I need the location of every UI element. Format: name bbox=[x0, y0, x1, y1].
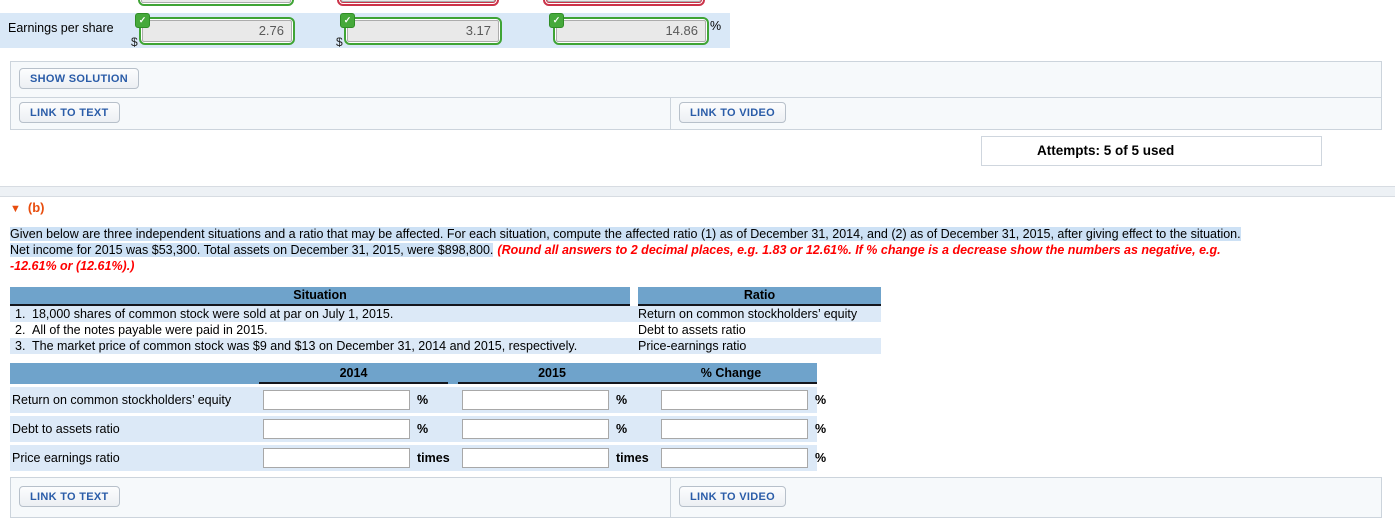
dollar-prefix: $ bbox=[336, 35, 343, 49]
link-to-text-cell: LINK TO TEXT bbox=[11, 98, 671, 129]
unit-suffix: % bbox=[815, 422, 827, 436]
link-to-video-button[interactable]: LINK TO VIDEO bbox=[679, 102, 786, 123]
roe-2015-input[interactable] bbox=[462, 390, 609, 410]
part-a-actions-panel: SHOW SOLUTION LINK TO TEXT LINK TO VIDEO bbox=[10, 61, 1382, 130]
part-b-label: (b) bbox=[27, 200, 45, 215]
ratio-text: Debt to assets ratio bbox=[638, 322, 746, 337]
column-header-2014: 2014 bbox=[259, 366, 448, 384]
rounding-note-part-2: -12.61% or (12.61%).) bbox=[10, 259, 135, 273]
table-row: 1. 18,000 shares of common stock were so… bbox=[10, 306, 881, 322]
row-label: Return on common stockholders’ equity bbox=[12, 393, 232, 407]
eps-2015-answer-box: ✓ 3.17 bbox=[340, 13, 502, 45]
check-icon: ✓ bbox=[340, 13, 355, 28]
column-header-2015: 2015 bbox=[458, 366, 646, 384]
unit-suffix: % bbox=[616, 422, 628, 436]
link-to-text-button[interactable]: LINK TO TEXT bbox=[19, 102, 120, 123]
ratio-text: Return on common stockholders’ equity bbox=[638, 306, 858, 321]
situation-text: The market price of common stock was $9 … bbox=[32, 338, 578, 353]
dollar-prefix: $ bbox=[131, 35, 138, 49]
unit-suffix: % bbox=[815, 451, 827, 465]
instruction-highlight-1: Given below are three independent situat… bbox=[10, 227, 1241, 241]
percent-suffix: % bbox=[710, 19, 722, 33]
eps-2014-input[interactable]: 2.76 bbox=[142, 20, 292, 42]
instruction-highlight-2: Net income for 2015 was $53,300. Total a… bbox=[10, 243, 494, 257]
eps-change-input[interactable]: 14.86 bbox=[556, 20, 706, 42]
table-row: 2. All of the notes payable were paid in… bbox=[10, 322, 881, 338]
pe-2014-input[interactable] bbox=[263, 448, 410, 468]
header-gap bbox=[630, 287, 638, 306]
answer-table: 2014 2015 % Change Return on common stoc… bbox=[10, 363, 826, 471]
part-b-actions-panel: LINK TO TEXT LINK TO VIDEO bbox=[10, 477, 1382, 518]
link-to-video-cell: LINK TO VIDEO bbox=[671, 98, 1381, 129]
unit-suffix: times bbox=[417, 451, 450, 465]
earnings-per-share-label: Earnings per share bbox=[8, 21, 114, 35]
partial-2014-input[interactable]: 0.50 bbox=[141, 0, 291, 3]
partial-incorrect-answer-box-2: 2 bbox=[543, 0, 705, 6]
instruction-line-3: -12.61% or (12.61%).) bbox=[10, 258, 1241, 274]
roe-change-input[interactable] bbox=[661, 390, 808, 410]
roe-2014-input[interactable] bbox=[263, 390, 410, 410]
unit-suffix: % bbox=[616, 393, 628, 407]
table-row: Price earnings ratio times times % bbox=[10, 445, 826, 471]
situation-table-header: Situation Ratio bbox=[10, 287, 881, 306]
ratio-column-header: Ratio bbox=[638, 287, 881, 306]
attempts-status: Attempts: 5 of 5 used bbox=[981, 136, 1322, 166]
ratio-text: Price-earnings ratio bbox=[638, 338, 747, 353]
pe-change-input[interactable] bbox=[661, 448, 808, 468]
debt-2014-input[interactable] bbox=[263, 419, 410, 439]
section-divider bbox=[0, 186, 1395, 197]
situation-ratio-table: Situation Ratio 1. 18,000 shares of comm… bbox=[10, 287, 881, 354]
rounding-note-part-1: (Round all answers to 2 decimal places, … bbox=[497, 243, 1221, 257]
part-b-header[interactable]: ▼ (b) bbox=[10, 200, 45, 215]
column-header-change: % Change bbox=[645, 366, 817, 384]
eps-2015-input[interactable]: 3.17 bbox=[347, 20, 499, 42]
collapse-triangle-icon[interactable]: ▼ bbox=[10, 203, 21, 215]
debt-change-input[interactable] bbox=[661, 419, 808, 439]
unit-suffix: % bbox=[417, 393, 429, 407]
row-label: Debt to assets ratio bbox=[12, 422, 120, 436]
show-solution-button[interactable]: SHOW SOLUTION bbox=[19, 68, 140, 89]
instruction-line-2: Net income for 2015 was $53,300. Total a… bbox=[10, 242, 1241, 258]
partial-change-input[interactable]: 2 bbox=[547, 0, 701, 2]
unit-suffix: % bbox=[417, 422, 429, 436]
link-to-video-button[interactable]: LINK TO VIDEO bbox=[679, 486, 786, 507]
check-icon: ✓ bbox=[135, 13, 150, 28]
partial-incorrect-answer-box: 0.50 bbox=[337, 0, 499, 6]
partial-answer-row: 0.50 0.50 2 bbox=[0, 0, 730, 13]
pe-2015-input[interactable] bbox=[462, 448, 609, 468]
partial-2015-input[interactable]: 0.50 bbox=[341, 0, 495, 2]
link-to-text-cell: LINK TO TEXT bbox=[11, 478, 671, 517]
situation-text: All of the notes payable were paid in 20… bbox=[32, 322, 268, 337]
unit-suffix: % bbox=[815, 393, 827, 407]
links-row: LINK TO TEXT LINK TO VIDEO bbox=[11, 98, 1381, 129]
table-row: 3. The market price of common stock was … bbox=[10, 338, 881, 354]
row-number: 1. bbox=[15, 306, 26, 321]
instruction-line-1: Given below are three independent situat… bbox=[10, 226, 1241, 242]
unit-suffix: times bbox=[616, 451, 649, 465]
link-to-text-button[interactable]: LINK TO TEXT bbox=[19, 486, 120, 507]
link-to-video-cell: LINK TO VIDEO bbox=[671, 478, 1381, 517]
eps-change-answer-box: ✓ 14.86 bbox=[549, 13, 709, 45]
row-number: 3. bbox=[15, 338, 26, 353]
partial-correct-answer-box: 0.50 bbox=[138, 0, 294, 6]
answer-table-header: 2014 2015 % Change bbox=[10, 363, 817, 384]
debt-2015-input[interactable] bbox=[462, 419, 609, 439]
row-number: 2. bbox=[15, 322, 26, 337]
show-solution-row: SHOW SOLUTION bbox=[11, 62, 1381, 98]
earnings-per-share-row: Earnings per share $ ✓ 2.76 $ ✓ 3.17 ✓ 1… bbox=[0, 13, 730, 49]
check-icon: ✓ bbox=[549, 13, 564, 28]
situation-column-header: Situation bbox=[10, 287, 630, 306]
table-row: Debt to assets ratio % % % bbox=[10, 416, 826, 442]
situation-text: 18,000 shares of common stock were sold … bbox=[32, 306, 394, 321]
row-label: Price earnings ratio bbox=[12, 451, 120, 465]
part-b-instructions: Given below are three independent situat… bbox=[10, 226, 1241, 274]
eps-2014-answer-box: ✓ 2.76 bbox=[135, 13, 295, 45]
table-row: Return on common stockholders’ equity % … bbox=[10, 387, 826, 413]
